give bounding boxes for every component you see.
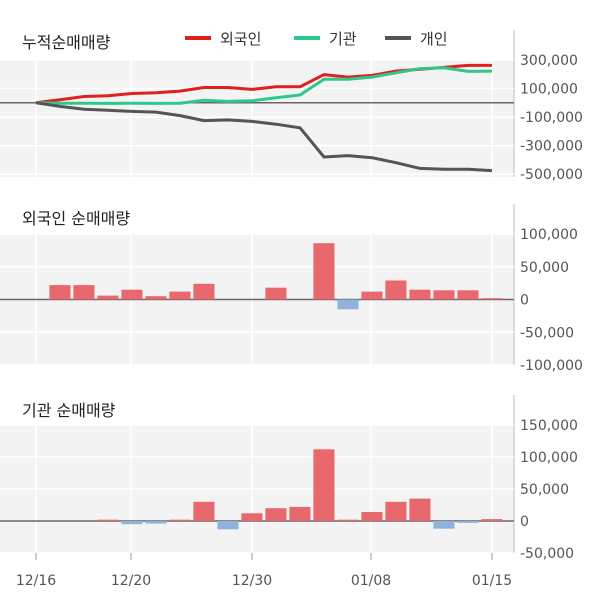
y-tick-label: 50,000	[520, 482, 569, 498]
bar-negative	[337, 299, 359, 310]
y-tick-label: -100,000	[520, 110, 583, 126]
legend-swatch-individual	[385, 36, 411, 40]
y-tick-label: -50,000	[520, 546, 574, 562]
plot-background	[0, 60, 514, 177]
series-line-individual	[35, 101, 493, 173]
bar-positive	[481, 298, 503, 300]
y-tick-label: -300,000	[520, 139, 583, 155]
y-tick-label: -100,000	[520, 358, 583, 374]
y-tick-label: -500,000	[520, 167, 583, 183]
bar-positive	[73, 285, 95, 300]
bar-positive	[313, 449, 335, 521]
bar-positive	[265, 508, 287, 521]
bar-negative	[121, 521, 143, 525]
y-tick-label: 50,000	[520, 260, 569, 276]
bar-negative	[433, 521, 455, 529]
y-tick-label: 0	[520, 514, 529, 530]
legend: 외국인 기관 개인	[185, 30, 448, 48]
bar-negative	[457, 521, 479, 523]
bar-negative	[145, 521, 167, 524]
institution-plot: 150,000 100,000 50,000 0 -50,000	[0, 395, 578, 562]
bar-positive	[289, 506, 311, 521]
bar-positive	[361, 291, 383, 300]
x-tick-label: 01/15	[472, 573, 512, 589]
legend-label-institution: 기관	[329, 30, 357, 48]
bar-positive	[385, 280, 407, 300]
legend-label-individual: 개인	[420, 30, 448, 48]
y-tick-label: 150,000	[520, 418, 578, 434]
bar-positive	[481, 519, 503, 521]
bar-positive	[337, 519, 359, 521]
bar-positive	[97, 519, 119, 521]
y-tick-label: 100,000	[520, 450, 578, 466]
bar-positive	[265, 287, 287, 300]
bar-positive	[145, 296, 167, 300]
cumulative-panel: 누적순매매량 외국인 기관 개인 300,000 100,000 -100,000 -…	[0, 30, 583, 183]
bar-positive	[433, 290, 455, 300]
bar-positive	[313, 243, 335, 300]
bar-positive	[169, 519, 191, 521]
y-tick-label: 100,000	[520, 227, 578, 243]
x-tick-label: 12/30	[232, 573, 272, 589]
bar-positive	[409, 289, 431, 300]
series-line-institution	[35, 66, 493, 105]
bar-negative	[217, 521, 239, 530]
x-tick-label: 12/16	[16, 573, 56, 589]
bar-positive	[241, 513, 263, 521]
foreign-panel: 외국인 순매매량 100,000 50,000 0 -50,000 -100,000	[0, 204, 583, 374]
y-tick-label: -50,000	[520, 325, 574, 341]
bar-positive	[385, 501, 407, 521]
legend-swatch-institution	[294, 36, 320, 40]
cumulative-title: 누적순매매량	[22, 33, 111, 52]
legend-label-foreign: 외국인	[220, 30, 261, 48]
legend-swatch-foreign	[185, 36, 211, 40]
bar-positive	[169, 291, 191, 300]
bar-positive	[193, 501, 215, 521]
bar-positive	[193, 283, 215, 300]
foreign-plot: 100,000 50,000 0 -50,000 -100,000	[0, 204, 583, 374]
bar-positive	[361, 512, 383, 521]
foreign-title: 외국인 순매매량	[22, 209, 130, 228]
bar-positive	[457, 290, 479, 300]
x-tick-label: 12/20	[111, 573, 151, 589]
institution-title: 기관 순매매량	[22, 401, 116, 420]
y-tick-label: 100,000	[520, 82, 578, 98]
institution-panel: 기관 순매매량 150,000 100,000 50,000 0 -50,000	[0, 395, 578, 562]
y-tick-label: 300,000	[520, 53, 578, 69]
bar-positive	[97, 295, 119, 300]
bar-positive	[409, 498, 431, 521]
x-axis: 12/16 12/20 12/30 01/08 01/15	[16, 553, 512, 589]
cumulative-plot: 300,000 100,000 -100,000 -300,000 -500,000	[0, 30, 583, 183]
bar-positive	[49, 285, 71, 300]
y-tick-label: 0	[520, 293, 529, 309]
bar-positive	[121, 289, 143, 300]
x-tick-label: 01/08	[351, 573, 391, 589]
